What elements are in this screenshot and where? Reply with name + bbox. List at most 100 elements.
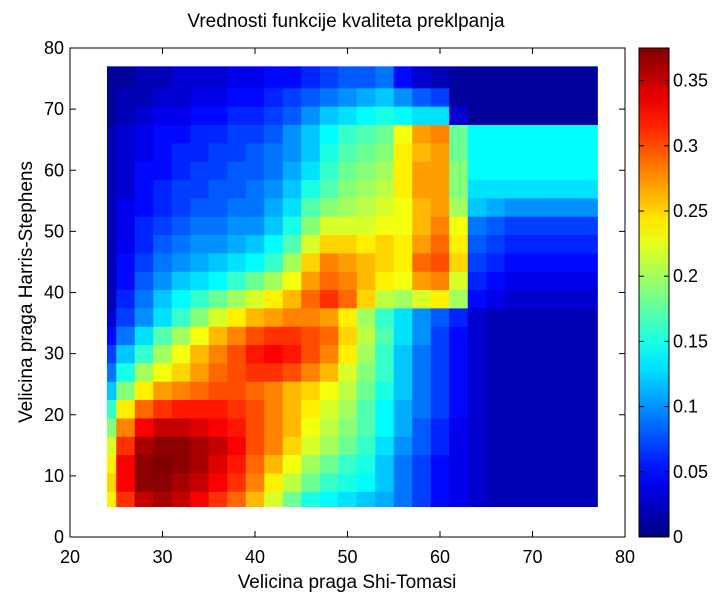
- heatmap-cell: [208, 472, 228, 492]
- heatmap-cell: [578, 66, 598, 89]
- heatmap-cell: [190, 326, 210, 346]
- heatmap-cell: [171, 197, 191, 217]
- heatmap-cell: [356, 87, 376, 107]
- colorbar-tick-label: 0.3: [673, 136, 698, 156]
- heatmap-cell: [227, 417, 247, 437]
- heatmap-cell: [171, 417, 191, 437]
- heatmap-cell: [134, 289, 154, 309]
- heatmap-cell: [319, 197, 339, 217]
- heatmap-cell: [560, 417, 580, 437]
- heatmap-cell: [338, 454, 358, 474]
- heatmap-cell: [245, 289, 265, 309]
- heatmap-cell: [264, 417, 284, 437]
- heatmap-cell: [227, 454, 247, 474]
- heatmap-cell: [134, 472, 154, 492]
- colorbar-tick-label: 0.15: [673, 331, 708, 351]
- heatmap-cell: [393, 307, 413, 327]
- heatmap-cell: [467, 179, 487, 199]
- heatmap-cell: [208, 326, 228, 346]
- heatmap-cell: [412, 307, 432, 327]
- heatmap-cell: [375, 271, 395, 291]
- x-tick-label: 80: [615, 547, 635, 567]
- heatmap-cell: [338, 234, 358, 254]
- heatmap-cell: [153, 381, 173, 401]
- heatmap-cell: [153, 454, 173, 474]
- heatmap-cell: [301, 124, 321, 144]
- heatmap-cell: [301, 344, 321, 364]
- heatmap-cell: [449, 417, 469, 437]
- heatmap-cell: [153, 66, 173, 89]
- heatmap-cell: [375, 197, 395, 217]
- heatmap-cell: [560, 252, 580, 272]
- heatmap-cell: [578, 271, 598, 291]
- heatmap-cell: [264, 179, 284, 199]
- heatmap-cell: [541, 417, 561, 437]
- colorbar-frame: [638, 47, 670, 538]
- heatmap-cell: [356, 417, 376, 437]
- heatmap-cell: [245, 197, 265, 217]
- heatmap-cell: [319, 454, 339, 474]
- heatmap-cell: [264, 87, 284, 107]
- heatmap-cell: [504, 179, 524, 199]
- heatmap-cell: [356, 252, 376, 272]
- heatmap-cell: [319, 399, 339, 419]
- heatmap-cell: [412, 381, 432, 401]
- y-tick-label: 20: [44, 405, 64, 425]
- heatmap-cell: [338, 399, 358, 419]
- heatmap-cell: [319, 307, 339, 327]
- chart-title: Vrednosti funkcije kvaliteta preklpanja: [187, 11, 505, 32]
- heatmap-cell: [560, 399, 580, 419]
- heatmap-cell: [523, 289, 543, 309]
- heatmap-cell: [338, 307, 358, 327]
- heatmap-cell: [264, 197, 284, 217]
- heatmap-cell: [116, 417, 136, 437]
- heatmap-cell: [375, 472, 395, 492]
- heatmap-cell: [116, 234, 136, 254]
- heatmap-cell: [153, 142, 173, 162]
- heatmap-cell: [430, 417, 450, 437]
- heatmap-cell: [264, 216, 284, 236]
- heatmap-cell: [190, 454, 210, 474]
- heatmap-cell: [486, 87, 506, 107]
- heatmap-cell: [245, 142, 265, 162]
- heatmap-cell: [153, 436, 173, 456]
- heatmap-cell: [190, 436, 210, 456]
- heatmap-cell: [227, 234, 247, 254]
- heatmap-cell: [171, 106, 191, 126]
- heatmap-cell: [504, 289, 524, 309]
- heatmap-cell: [375, 454, 395, 474]
- heatmap-cell: [560, 454, 580, 474]
- heatmap-cell: [504, 417, 524, 437]
- heatmap-cell: [356, 142, 376, 162]
- heatmap-cell: [486, 436, 506, 456]
- heatmap-cell: [264, 362, 284, 382]
- heatmap-cell: [227, 362, 247, 382]
- heatmap-cell: [375, 289, 395, 309]
- heatmap-cell: [560, 197, 580, 217]
- heatmap-cell: [430, 179, 450, 199]
- heatmap-cell: [319, 161, 339, 181]
- heatmap-cell: [301, 106, 321, 126]
- heatmap-cell: [375, 417, 395, 437]
- heatmap-cell: [504, 362, 524, 382]
- heatmap-cell: [190, 161, 210, 181]
- heatmap-cell: [116, 472, 136, 492]
- heatmap-cell: [153, 87, 173, 107]
- heatmap-cell: [107, 87, 117, 107]
- heatmap-cell: [393, 142, 413, 162]
- heatmap-cell: [467, 87, 487, 107]
- heatmap-cell: [578, 87, 598, 107]
- heatmap-cell: [449, 142, 469, 162]
- heatmap-cell: [541, 326, 561, 346]
- heatmap-cell: [560, 161, 580, 181]
- heatmap-cell: [412, 454, 432, 474]
- heatmap-cell: [227, 472, 247, 492]
- heatmap-cell: [153, 417, 173, 437]
- heatmap-cell: [227, 66, 247, 89]
- heatmap-cell: [430, 326, 450, 346]
- heatmap-cell: [393, 417, 413, 437]
- heatmap-cell: [301, 87, 321, 107]
- heatmap-cell: [338, 252, 358, 272]
- heatmap-cell: [107, 66, 117, 89]
- heatmap-cell: [449, 252, 469, 272]
